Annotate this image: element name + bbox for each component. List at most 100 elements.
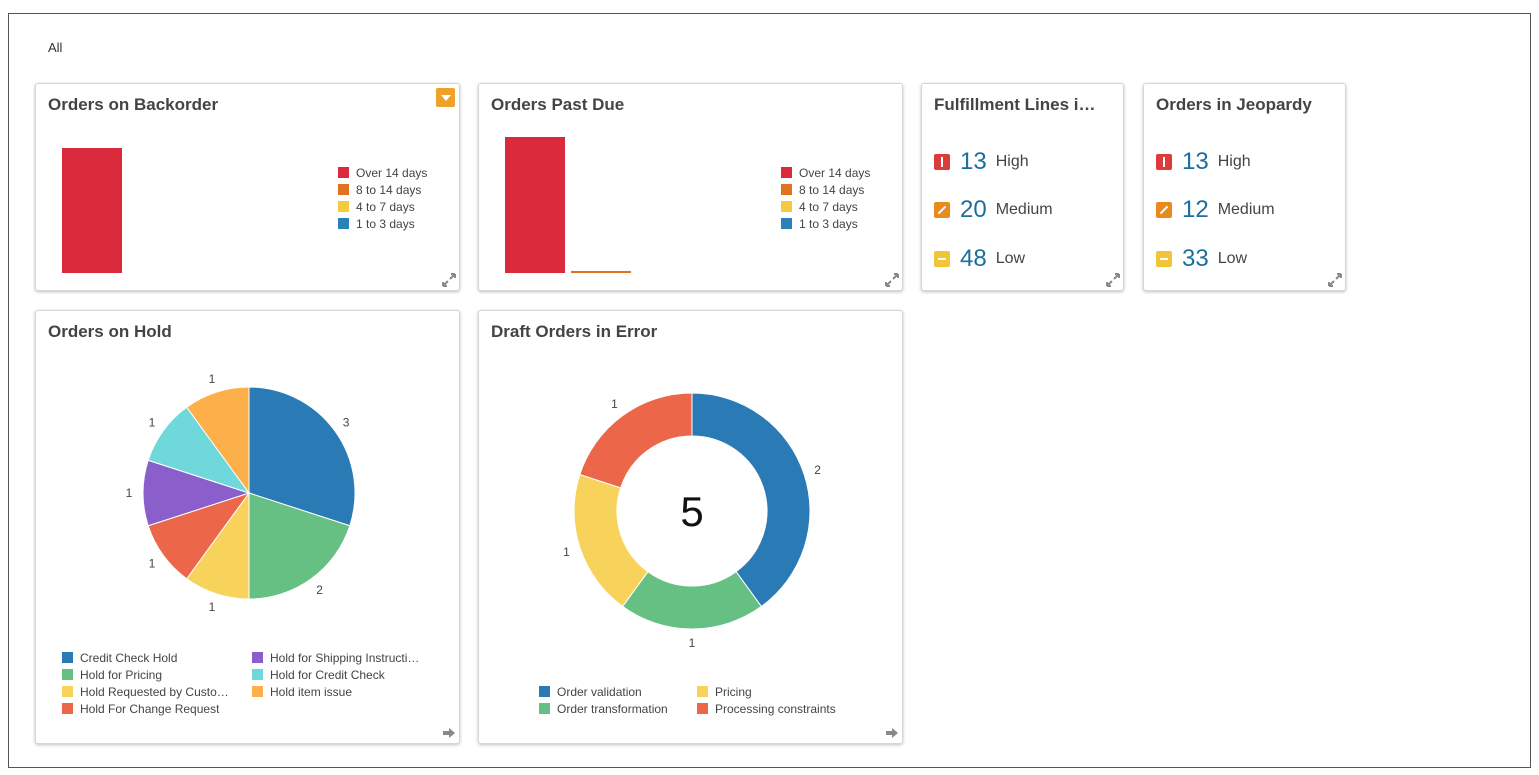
severity-row-medium[interactable]: 20 Medium xyxy=(934,196,1053,224)
legend-label: Credit Check Hold xyxy=(80,650,178,665)
pastdue-bar-chart xyxy=(505,137,631,273)
card-title: Draft Orders in Error xyxy=(491,322,658,341)
pie-slice[interactable] xyxy=(691,392,811,608)
pencil-icon xyxy=(934,202,950,218)
card-orders-in-jeopardy[interactable]: Orders in Jeopardy 13 High 12 Medium 33 … xyxy=(1143,83,1346,291)
pie-slice[interactable] xyxy=(248,386,356,527)
legend-label: Over 14 days xyxy=(356,165,428,180)
severity-count: 13 xyxy=(1182,148,1209,175)
arrow-right-icon[interactable] xyxy=(885,726,899,740)
slice-value-label: 1 xyxy=(611,397,618,411)
legend-swatch xyxy=(252,652,263,663)
slice-value-label: 1 xyxy=(563,545,570,559)
backorder-bar-chart xyxy=(62,148,122,273)
legend-label: Hold Requested by Custo… xyxy=(80,684,229,699)
severity-row-low[interactable]: 33 Low xyxy=(1156,245,1247,273)
bar xyxy=(62,148,122,273)
legend-label: 4 to 7 days xyxy=(799,199,858,214)
expand-icon[interactable] xyxy=(1106,273,1120,287)
card-orders-on-hold[interactable]: Orders on Hold 3 2 1 1 1 1 1 Credit Check Hold… xyxy=(35,310,460,744)
draft-donut-chart: 2 1 1 1 5 xyxy=(563,392,821,650)
severity-count: 13 xyxy=(960,148,987,175)
pastdue-legend: Over 14 days 8 to 14 days 4 to 7 days 1 … xyxy=(781,164,870,232)
severity-label: Medium xyxy=(995,201,1053,218)
severity-row-low[interactable]: 48 Low xyxy=(934,245,1025,273)
filter-label[interactable]: All xyxy=(48,40,63,55)
legend-item: 8 to 14 days xyxy=(338,181,427,198)
card-title: Orders in Jeopardy xyxy=(1156,95,1312,114)
severity-label: High xyxy=(995,153,1029,170)
legend-item: Hold for Pricing xyxy=(62,666,252,683)
bar xyxy=(505,137,565,273)
minus-icon xyxy=(1156,251,1172,267)
card-menu-dropdown-button[interactable] xyxy=(436,88,455,107)
legend-swatch xyxy=(62,652,73,663)
legend-swatch xyxy=(62,703,73,714)
card-title: Orders on Backorder xyxy=(48,95,219,114)
hold-legend: Credit Check Hold Hold for Pricing Hold … xyxy=(62,649,432,717)
legend-swatch xyxy=(539,703,550,714)
slice-value-label: 2 xyxy=(814,463,821,477)
legend-item: 4 to 7 days xyxy=(338,198,427,215)
pie-slice[interactable] xyxy=(248,492,351,600)
severity-count: 33 xyxy=(1182,245,1209,272)
slice-value-label: 2 xyxy=(316,583,323,597)
legend-label: 8 to 14 days xyxy=(356,182,422,197)
legend-label: Over 14 days xyxy=(799,165,871,180)
severity-row-medium[interactable]: 12 Medium xyxy=(1156,196,1275,224)
pie-slice[interactable] xyxy=(579,392,693,489)
severity-count: 48 xyxy=(960,245,987,272)
legend-label: 1 to 3 days xyxy=(356,216,415,231)
pie-slice[interactable] xyxy=(185,386,250,495)
expand-icon[interactable] xyxy=(442,273,456,287)
bar xyxy=(571,270,631,273)
backorder-legend: Over 14 days 8 to 14 days 4 to 7 days 1 … xyxy=(338,164,427,232)
pie-slice[interactable] xyxy=(621,570,763,630)
legend-item: 4 to 7 days xyxy=(781,198,870,215)
legend-swatch xyxy=(338,218,349,229)
card-title: Fulfillment Lines i… xyxy=(934,95,1096,114)
legend-label: 4 to 7 days xyxy=(356,199,415,214)
legend-item: Hold For Change Request xyxy=(62,700,252,717)
slice-value-label: 1 xyxy=(149,557,156,571)
legend-item: Credit Check Hold xyxy=(62,649,252,666)
legend-swatch xyxy=(697,703,708,714)
legend-swatch xyxy=(338,167,349,178)
legend-item: Over 14 days xyxy=(781,164,870,181)
slice-value-label: 1 xyxy=(126,486,133,500)
legend-label: Order transformation xyxy=(557,701,668,716)
severity-label: Medium xyxy=(1217,201,1275,218)
slice-value-label: 1 xyxy=(149,415,156,429)
donut-center-total: 5 xyxy=(680,488,703,535)
minus-icon xyxy=(934,251,950,267)
legend-item: 1 to 3 days xyxy=(338,215,427,232)
severity-row-high[interactable]: 13 High xyxy=(934,148,1029,176)
card-fulfillment-lines[interactable]: Fulfillment Lines i… 13 High 20 Medium 4… xyxy=(921,83,1124,291)
legend-item: Hold item issue xyxy=(252,683,432,700)
arrow-right-icon[interactable] xyxy=(442,726,456,740)
slice-value-label: 1 xyxy=(209,372,216,386)
legend-label: Processing constraints xyxy=(715,701,836,716)
legend-swatch xyxy=(252,686,263,697)
legend-item: Processing constraints xyxy=(697,700,867,717)
pie-slice[interactable] xyxy=(573,473,649,608)
legend-item: Pricing xyxy=(697,683,867,700)
legend-item: Over 14 days xyxy=(338,164,427,181)
draft-legend: Order validation Order transformation Pr… xyxy=(539,683,867,717)
legend-item: Hold Requested by Custo… xyxy=(62,683,252,700)
legend-swatch xyxy=(62,669,73,680)
slice-value-label: 1 xyxy=(689,636,696,650)
legend-label: Hold for Pricing xyxy=(80,667,163,682)
expand-icon[interactable] xyxy=(1328,273,1342,287)
legend-item: Order validation xyxy=(539,683,697,700)
card-orders-past-due[interactable]: Orders Past Due Over 14 days 8 to 14 day… xyxy=(478,83,903,291)
legend-item: Hold for Shipping Instructi… xyxy=(252,649,432,666)
card-draft-orders-in-error[interactable]: Draft Orders in Error 2 1 1 1 5 Order valida… xyxy=(478,310,903,744)
severity-row-high[interactable]: 13 High xyxy=(1156,148,1251,176)
severity-label: Low xyxy=(1217,250,1248,267)
card-orders-on-backorder[interactable]: Orders on Backorder Over 14 days 8 to 14… xyxy=(35,83,460,291)
expand-icon[interactable] xyxy=(885,273,899,287)
severity-label: High xyxy=(1217,153,1251,170)
hold-pie-chart: 3 2 1 1 1 1 1 xyxy=(126,372,356,614)
legend-swatch xyxy=(539,686,550,697)
